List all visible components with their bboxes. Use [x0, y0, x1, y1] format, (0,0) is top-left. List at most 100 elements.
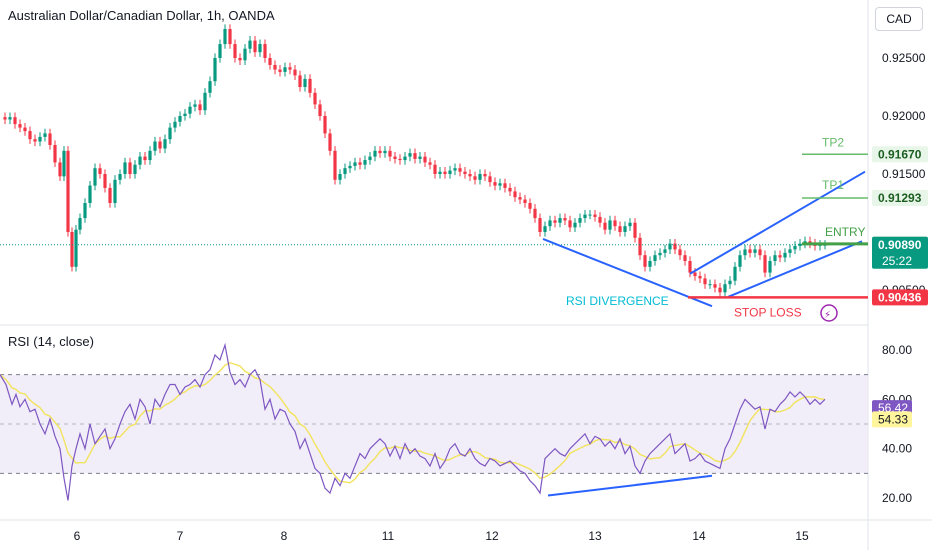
candle-body — [88, 185, 92, 203]
candle-body — [488, 176, 492, 183]
candle-body — [183, 113, 187, 116]
candle-body — [518, 197, 522, 200]
entry-label: ENTRY — [825, 225, 865, 239]
candle-body — [228, 29, 232, 45]
candle-body — [238, 58, 242, 61]
price-tick: 0.91500 — [882, 167, 926, 181]
candle-body — [178, 116, 182, 122]
candle-body — [153, 141, 157, 151]
candle-body — [53, 145, 57, 163]
candle-body — [333, 150, 337, 180]
candle-body — [423, 156, 427, 163]
time-tick: 13 — [588, 529, 602, 543]
candle-body — [473, 176, 477, 180]
trendline — [689, 170, 866, 275]
candle-body — [733, 266, 737, 281]
rsi-ma-badge-bg — [872, 411, 912, 428]
candle-body — [403, 156, 407, 161]
candle-body — [798, 243, 802, 246]
candle-body — [23, 127, 27, 132]
price-tick: 0.92500 — [882, 51, 926, 65]
candle-body — [348, 165, 352, 169]
candle-body — [503, 183, 507, 188]
candle-body — [613, 220, 617, 227]
candle-body — [188, 106, 192, 114]
candle-body — [8, 117, 12, 120]
candle-body — [553, 220, 557, 223]
candle-body — [223, 29, 227, 45]
candle-body — [523, 199, 527, 203]
candle-body — [708, 284, 712, 286]
rsi-moving-average — [0, 361, 826, 484]
candle-body — [74, 229, 78, 267]
candle-body — [558, 218, 562, 223]
candle-body — [78, 218, 82, 230]
candle-body — [628, 222, 632, 227]
candle-body — [143, 156, 147, 161]
current-price-badge-sublabel: 25:22 — [882, 254, 912, 268]
rsi-indicator-label[interactable]: RSI (14, close) — [8, 334, 94, 349]
candle-body — [483, 174, 487, 177]
candle-body — [138, 156, 142, 165]
candle-body — [128, 162, 132, 174]
candle-body — [398, 158, 402, 161]
candle-body — [38, 136, 42, 142]
candle-body — [108, 187, 112, 203]
candle-body — [768, 261, 772, 273]
candle-body — [383, 150, 387, 154]
candle-body — [288, 67, 292, 70]
candle-body — [58, 162, 62, 177]
candle-body — [763, 255, 767, 273]
candle-body — [298, 75, 302, 87]
time-tick: 14 — [692, 529, 706, 543]
tp2-badge-value: 0.91670 — [878, 147, 922, 161]
candle-body — [70, 232, 74, 267]
rsi-tick: 80.00 — [882, 343, 912, 357]
candle-body — [608, 220, 612, 230]
tp1-badge-value: 0.91293 — [878, 191, 922, 205]
candle-body — [118, 174, 122, 180]
rsi-line — [0, 342, 826, 501]
candle-body — [693, 272, 697, 277]
currency-button[interactable]: CAD — [875, 7, 923, 31]
candle-body — [718, 287, 722, 293]
candle-body — [28, 131, 32, 140]
candle-body — [703, 278, 707, 285]
candle-body — [453, 168, 457, 171]
candle-body — [538, 218, 542, 232]
trendline — [727, 240, 863, 298]
candle-body — [418, 156, 422, 159]
candle-body — [293, 69, 297, 76]
candle-body — [48, 133, 52, 145]
candle-body — [408, 153, 412, 157]
rsi-tick: 20.00 — [882, 491, 912, 505]
candle-body — [753, 249, 757, 253]
current-price-badge: 0.90890 25:22 — [872, 236, 928, 269]
lightning-icon-circle — [820, 304, 838, 322]
stop-loss-badge-value: 0.90436 — [878, 290, 922, 304]
candle-body — [103, 174, 107, 188]
candle-body — [433, 164, 437, 174]
candle-body — [208, 81, 212, 93]
current-price-badge-value: 0.90890 — [878, 238, 922, 252]
candle-body — [593, 214, 597, 217]
chart-title: Australian Dollar/Canadian Dollar, 1h, O… — [8, 8, 275, 23]
candle-body — [493, 182, 497, 186]
candle-body — [273, 64, 277, 70]
candle-body — [658, 252, 662, 256]
candle-body — [323, 116, 327, 134]
candle-body — [748, 249, 752, 253]
rsi-ma-badge: 54.33 — [872, 411, 912, 428]
candle-body — [588, 214, 592, 216]
candle-body — [738, 255, 742, 267]
candle-body — [243, 48, 247, 61]
candle-body — [583, 214, 587, 219]
candle-body — [778, 255, 782, 258]
candle-body — [678, 249, 682, 256]
tp2-badge: 0.91670 — [872, 146, 928, 163]
candle-body — [363, 160, 367, 165]
candle-body — [303, 78, 307, 87]
candle-body — [723, 284, 727, 293]
candle-body — [578, 218, 582, 223]
